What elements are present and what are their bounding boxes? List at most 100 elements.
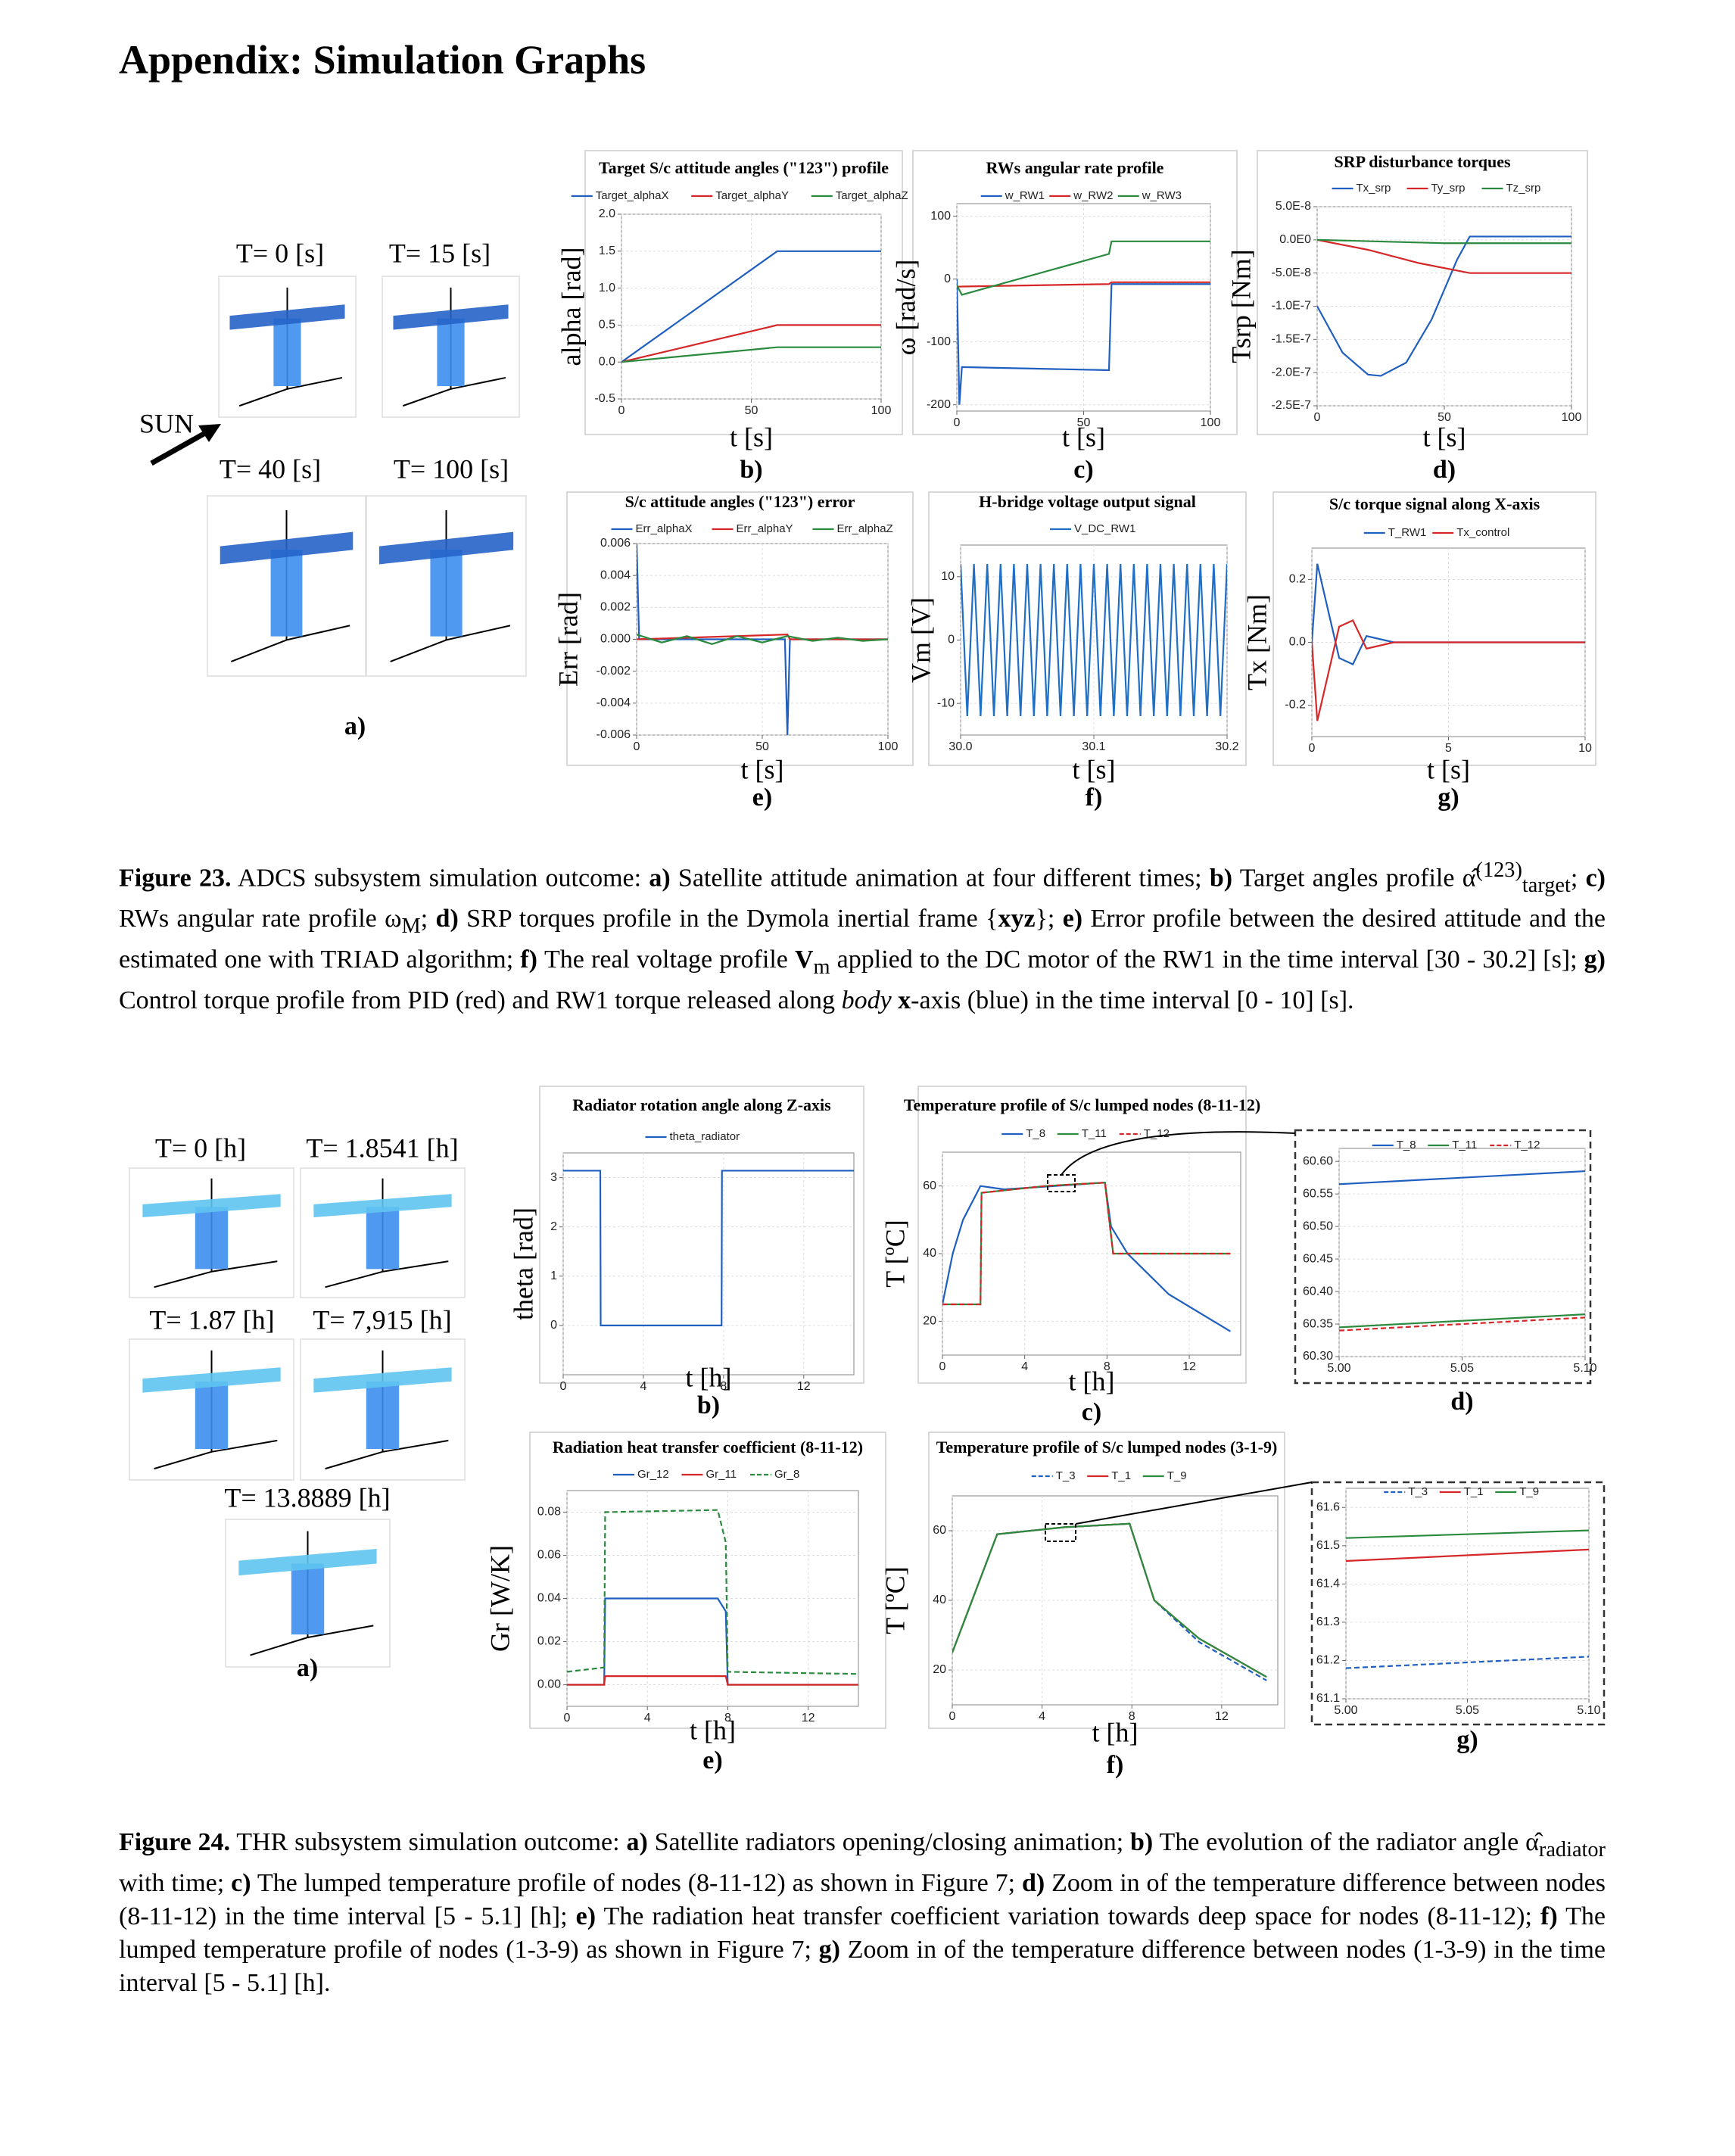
x-tick-label: 100: [1201, 416, 1221, 429]
satellite-body: [273, 318, 301, 387]
y-tick-label: -10: [937, 696, 955, 709]
caption-text: ;: [1570, 864, 1586, 893]
y-axis-label: T [ºC]: [880, 1566, 910, 1634]
solar-panel: [229, 304, 345, 330]
chart-frame: [584, 150, 903, 435]
y-tick-label: -2.0E-7: [1272, 366, 1312, 379]
x-tick-label: 8: [1129, 1710, 1135, 1723]
y-tick-label: 61.3: [1316, 1615, 1340, 1628]
chart-title: Temperature profile of S/c lumped nodes …: [936, 1438, 1278, 1457]
caption-text: Error profile between the desired attitu…: [119, 905, 1606, 974]
x-tick-label: 0: [634, 740, 640, 753]
legend-label: Gr_8: [774, 1468, 799, 1481]
y-tick-label: 0.02: [537, 1635, 561, 1648]
legend-label: Err_alphaX: [636, 522, 693, 535]
chart-title: H-bridge voltage output signal: [979, 492, 1196, 511]
caption-text: Zoom in of the temperature difference be…: [119, 1935, 1606, 1997]
caption-text: g): [818, 1935, 840, 1964]
sun-arrowhead: [198, 424, 221, 442]
chart-frame: [917, 1086, 1247, 1384]
axis-arrow: [446, 625, 511, 641]
x-tick-label: 4: [640, 1380, 646, 1393]
axis-arrow: [211, 1260, 278, 1273]
y-axis-label: ω [rad/s]: [890, 260, 920, 356]
y-tick-label: 2.0: [599, 207, 615, 220]
series-line: [1346, 1656, 1589, 1669]
y-tick-label: 40: [923, 1247, 936, 1260]
y-tick-label: 40: [933, 1594, 946, 1606]
caption-text: with time;: [119, 1868, 232, 1897]
chart-frame: [1272, 491, 1596, 766]
axis-arrow: [238, 388, 288, 407]
legend-label: Tx_srp: [1357, 182, 1391, 195]
y-tick-label: 2: [550, 1220, 557, 1233]
panel-label: b): [697, 1391, 720, 1419]
axis-arrow: [325, 1450, 383, 1470]
axis-arrow: [230, 639, 287, 662]
satellite-body: [366, 1207, 400, 1270]
y-tick-label: 20: [933, 1663, 946, 1676]
y-tick-label: -2.5E-7: [1272, 399, 1312, 412]
legend-label: Target_alphaY: [715, 189, 789, 202]
x-tick-label: 5.10: [1573, 1362, 1596, 1375]
series-line: [1317, 238, 1571, 274]
series-line: [563, 1170, 854, 1326]
x-axis-label: t [h]: [1092, 1717, 1138, 1747]
time-label: T= 100 [s]: [394, 453, 509, 484]
series-line: [961, 564, 1227, 716]
axis-arrow: [382, 1439, 449, 1453]
x-tick-label: 0: [939, 1360, 946, 1373]
panel-label: c): [1082, 1398, 1101, 1426]
legend-label: T_11: [1452, 1139, 1477, 1151]
chart-frame: [539, 1086, 864, 1384]
series-line: [957, 281, 1210, 288]
panel-label: d): [1433, 456, 1456, 484]
y-tick-label: 60.40: [1303, 1285, 1333, 1298]
y-tick-label: 61.1: [1316, 1692, 1340, 1705]
solar-panel: [378, 531, 514, 565]
x-tick-label: 50: [1077, 416, 1091, 429]
axis-arrow: [211, 1439, 278, 1453]
x-tick-label: 5.00: [1327, 1362, 1350, 1375]
y-tick-label: -0.002: [597, 665, 631, 678]
y-tick-label: 20: [923, 1315, 936, 1328]
series-line: [1317, 235, 1571, 377]
solar-panel: [142, 1194, 281, 1217]
x-axis-label: t [h]: [1069, 1366, 1115, 1396]
y-tick-label: 61.2: [1316, 1654, 1340, 1667]
axis-arrow: [287, 376, 343, 390]
y-tick-label: -5.0E-8: [1272, 266, 1312, 279]
chart-title: S/c attitude angles ("123") error: [625, 492, 855, 511]
y-tick-label: 61.6: [1316, 1500, 1340, 1513]
y-tick-label: -0.004: [597, 696, 631, 709]
y-tick-label: 0.0: [1289, 636, 1306, 649]
caption-text: f): [1540, 1902, 1558, 1930]
y-tick-label: 0.08: [537, 1506, 561, 1519]
caption-text: b): [1130, 1828, 1154, 1856]
zoom-connector: [1075, 1481, 1313, 1525]
x-tick-label: 4: [1039, 1710, 1045, 1723]
y-tick-label: -0.2: [1285, 699, 1306, 712]
panel-label: g): [1438, 784, 1459, 812]
figure-caption: Figure 23. ADCS subsystem simulation out…: [119, 854, 1606, 1017]
series-line: [1317, 238, 1571, 245]
satellite-body: [366, 1381, 400, 1450]
y-tick-label: 0.002: [600, 601, 631, 614]
y-axis-label: theta [rad]: [508, 1207, 538, 1320]
caption-text: Control torque profile from PID (red) an…: [119, 986, 842, 1014]
y-axis-label: Vm [V]: [905, 597, 936, 683]
legend-label: T_8: [1026, 1127, 1045, 1140]
zoom-connector: [1061, 1131, 1296, 1176]
y-tick-label: 0.004: [600, 569, 631, 581]
panel-label: a): [297, 1654, 318, 1682]
panel-label: a): [344, 712, 366, 740]
series-line: [1346, 1548, 1589, 1562]
axis-arrow: [390, 639, 447, 662]
x-tick-label: 30.2: [1215, 740, 1238, 753]
caption-text: d): [1021, 1868, 1045, 1897]
x-axis-label: t [s]: [1423, 422, 1466, 452]
y-tick-label: 5.0E-8: [1276, 200, 1311, 213]
y-axis-label: T [ºC]: [880, 1220, 910, 1288]
caption-text: -axis (blue) in the time interval [0 - 1…: [911, 986, 1354, 1014]
